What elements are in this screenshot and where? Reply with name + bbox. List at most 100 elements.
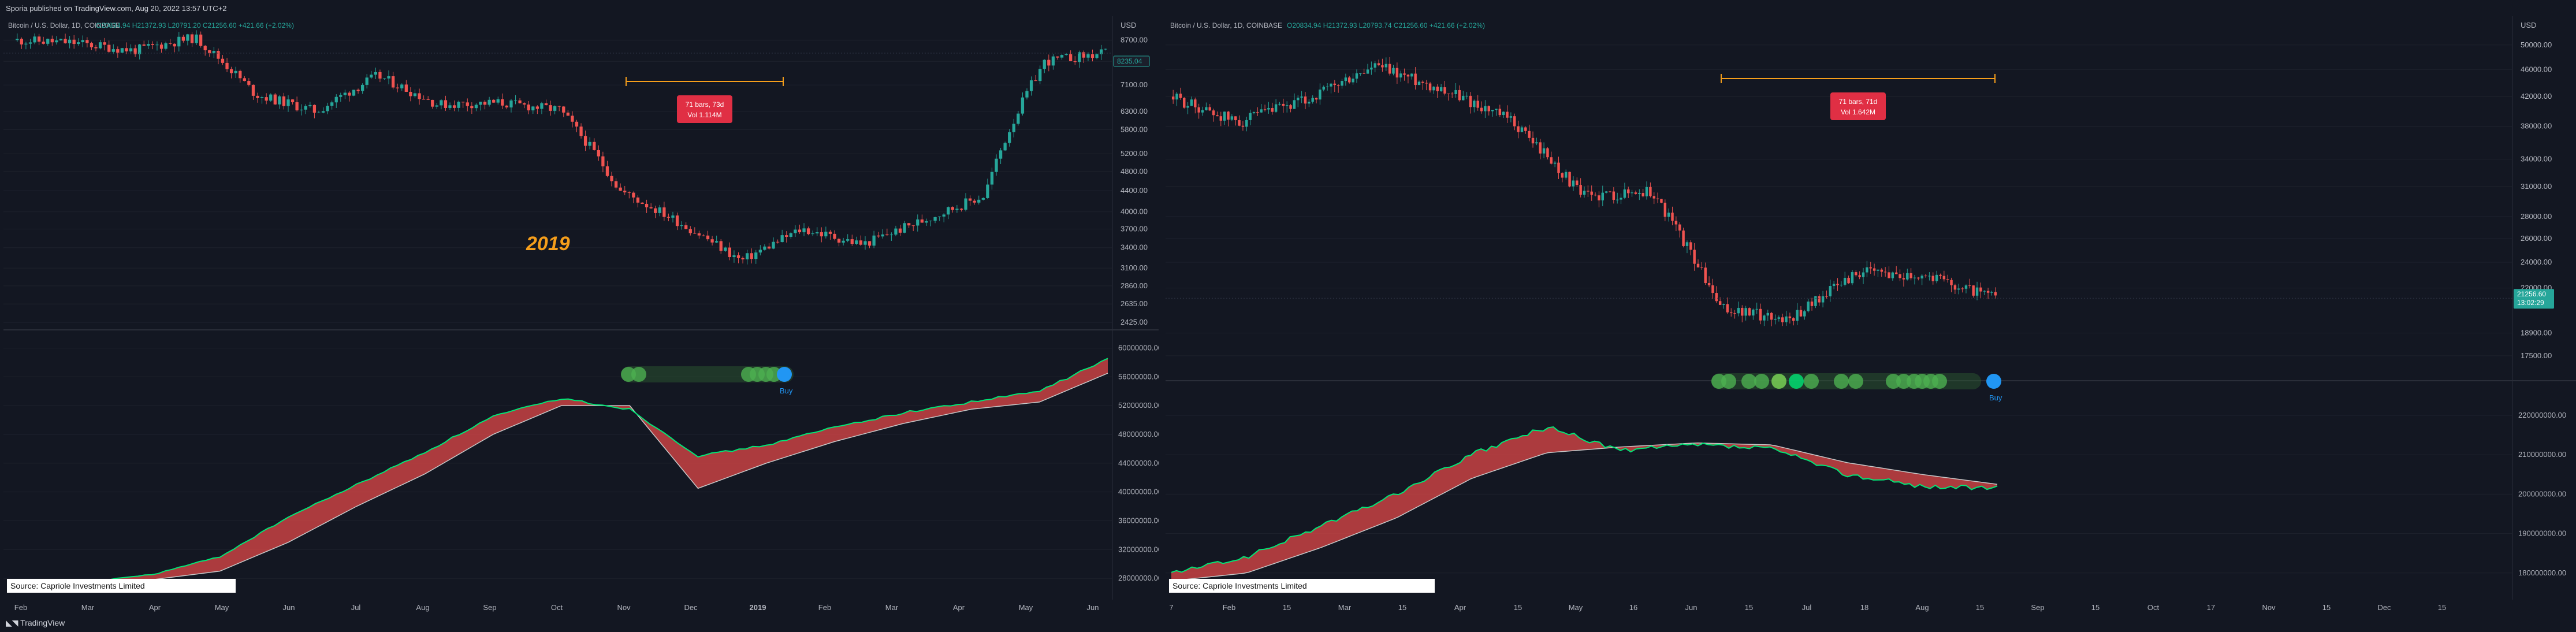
candle-body[interactable] xyxy=(151,44,155,45)
candle-body[interactable] xyxy=(684,225,688,229)
candle-body[interactable] xyxy=(863,241,867,245)
candle-body[interactable] xyxy=(1894,272,1898,274)
candle-body[interactable] xyxy=(754,252,758,259)
candle-body[interactable] xyxy=(732,255,736,258)
candle-body[interactable] xyxy=(806,228,810,235)
candle-body[interactable] xyxy=(1561,173,1564,178)
candle-body[interactable] xyxy=(1304,96,1307,104)
candle-body[interactable] xyxy=(1212,110,1215,116)
candle-body[interactable] xyxy=(431,99,434,107)
candle-body[interactable] xyxy=(1763,315,1766,321)
candle-body[interactable] xyxy=(675,215,679,226)
candle-body[interactable] xyxy=(1256,111,1259,113)
candle-body[interactable] xyxy=(728,247,732,258)
candle-body[interactable] xyxy=(1950,280,1953,285)
candle-body[interactable] xyxy=(1238,120,1241,126)
candle-body[interactable] xyxy=(658,207,661,213)
candle-body[interactable] xyxy=(1285,105,1289,106)
candle-body[interactable] xyxy=(610,176,613,181)
candle-body[interactable] xyxy=(133,48,137,54)
candle-body[interactable] xyxy=(1674,221,1678,225)
candle-body[interactable] xyxy=(780,235,784,243)
candle-body[interactable] xyxy=(256,95,259,98)
candle-body[interactable] xyxy=(995,158,998,172)
candle-body[interactable] xyxy=(418,93,421,99)
candle-body[interactable] xyxy=(1355,73,1358,79)
candle-body[interactable] xyxy=(1252,111,1256,113)
candle-body[interactable] xyxy=(942,214,945,217)
candle-body[interactable] xyxy=(234,70,237,73)
candle-body[interactable] xyxy=(1935,274,1938,281)
candle-body[interactable] xyxy=(1623,189,1626,198)
candle-body[interactable] xyxy=(59,39,63,40)
candle-body[interactable] xyxy=(1535,142,1538,144)
candle-body[interactable] xyxy=(1480,107,1483,111)
candle-body[interactable] xyxy=(719,241,723,251)
candle-body[interactable] xyxy=(1564,172,1568,178)
candle-body[interactable] xyxy=(1792,318,1795,321)
candle-body[interactable] xyxy=(1245,120,1248,127)
candle-body[interactable] xyxy=(1300,96,1303,98)
candle-body[interactable] xyxy=(452,105,456,108)
candle-body[interactable] xyxy=(1410,73,1413,77)
candle-body[interactable] xyxy=(1660,199,1663,203)
candle-body[interactable] xyxy=(925,221,928,223)
candle-body[interactable] xyxy=(1605,191,1608,193)
candle-body[interactable] xyxy=(1942,276,1946,280)
candle-body[interactable] xyxy=(1491,110,1494,111)
candle-body[interactable] xyxy=(1620,198,1622,200)
candle-body[interactable] xyxy=(1051,56,1055,66)
candle-body[interactable] xyxy=(1227,111,1230,120)
candle-body[interactable] xyxy=(1175,94,1178,100)
candle-body[interactable] xyxy=(221,58,225,63)
candle-body[interactable] xyxy=(125,48,128,51)
candle-body[interactable] xyxy=(1553,162,1557,164)
candle-body[interactable] xyxy=(758,250,762,253)
candle-body[interactable] xyxy=(50,39,54,43)
candle-body[interactable] xyxy=(1436,86,1439,91)
candle-body[interactable] xyxy=(566,112,570,116)
candle-body[interactable] xyxy=(1322,87,1325,90)
candle-body[interactable] xyxy=(1216,115,1219,117)
candle-body[interactable] xyxy=(1078,52,1081,62)
candle-body[interactable] xyxy=(444,100,448,108)
candle-body[interactable] xyxy=(326,106,329,111)
candle-body[interactable] xyxy=(583,136,587,146)
candle-body[interactable] xyxy=(1759,308,1762,321)
candle-body[interactable] xyxy=(190,34,194,43)
candle-body[interactable] xyxy=(767,246,771,249)
candle-body[interactable] xyxy=(1458,90,1461,101)
candle-body[interactable] xyxy=(378,72,382,79)
candle-body[interactable] xyxy=(334,96,338,103)
candle-body[interactable] xyxy=(1906,273,1909,280)
candle-body[interactable] xyxy=(535,106,539,109)
candle-body[interactable] xyxy=(212,51,215,54)
candle-body[interactable] xyxy=(1531,137,1535,144)
candle-body[interactable] xyxy=(208,50,211,54)
candle-body[interactable] xyxy=(1821,296,1825,303)
candle-body[interactable] xyxy=(64,39,67,43)
candle-body[interactable] xyxy=(1983,291,1986,292)
candle-body[interactable] xyxy=(37,36,41,42)
candle-body[interactable] xyxy=(850,239,854,244)
candle-body[interactable] xyxy=(1417,81,1421,85)
candle-body[interactable] xyxy=(636,197,640,203)
chart-panel-2022[interactable]: 50000.00 46000.00 42000.00 38000.00 34000.00… xyxy=(1166,16,2576,615)
candle-body[interactable] xyxy=(1311,98,1314,102)
candle-body[interactable] xyxy=(260,97,264,98)
candle-body[interactable] xyxy=(1099,49,1103,54)
candle-body[interactable] xyxy=(1064,54,1068,55)
candle-body[interactable] xyxy=(1576,180,1579,185)
candle-body[interactable] xyxy=(911,225,915,226)
candle-body[interactable] xyxy=(1748,308,1751,316)
candle-body[interactable] xyxy=(1289,105,1292,109)
candle-body[interactable] xyxy=(1025,91,1029,98)
candle-body[interactable] xyxy=(579,127,583,136)
candle-body[interactable] xyxy=(164,43,167,49)
candle-body[interactable] xyxy=(330,102,334,106)
candle-body[interactable] xyxy=(877,235,880,237)
candle-body[interactable] xyxy=(964,198,967,210)
candle-body[interactable] xyxy=(199,34,203,46)
candle-body[interactable] xyxy=(1414,73,1417,85)
candle-body[interactable] xyxy=(1609,191,1611,192)
